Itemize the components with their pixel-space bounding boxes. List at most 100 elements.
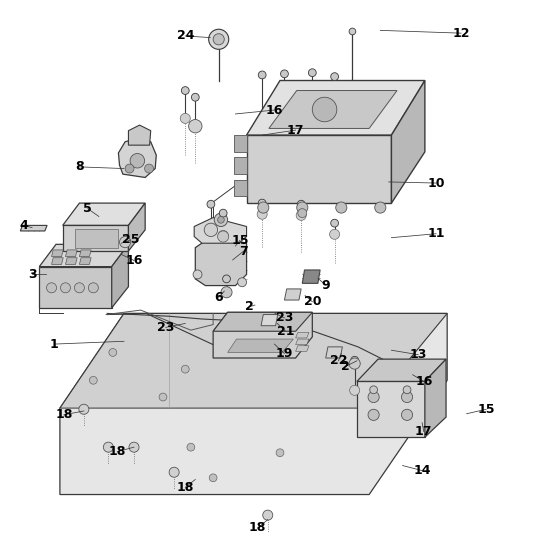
- Text: 4: 4: [19, 219, 28, 232]
- Circle shape: [119, 236, 130, 248]
- Circle shape: [221, 287, 232, 298]
- Circle shape: [237, 278, 246, 287]
- Polygon shape: [66, 250, 77, 256]
- Circle shape: [218, 231, 228, 242]
- Circle shape: [257, 119, 267, 129]
- Circle shape: [279, 119, 290, 129]
- Text: 16: 16: [266, 104, 283, 116]
- Text: 22: 22: [330, 354, 347, 367]
- Text: 8: 8: [75, 160, 83, 174]
- Circle shape: [336, 202, 347, 213]
- Polygon shape: [357, 381, 425, 437]
- Text: 18: 18: [109, 445, 126, 458]
- Circle shape: [263, 510, 273, 520]
- Polygon shape: [118, 137, 156, 178]
- Text: 9: 9: [321, 278, 330, 292]
- Polygon shape: [111, 244, 128, 308]
- Circle shape: [213, 34, 224, 45]
- Circle shape: [218, 230, 228, 240]
- Circle shape: [190, 120, 200, 130]
- Polygon shape: [128, 125, 151, 145]
- Circle shape: [349, 358, 360, 369]
- Circle shape: [298, 209, 307, 218]
- Text: 17: 17: [415, 425, 432, 438]
- Text: 15: 15: [231, 234, 249, 247]
- Circle shape: [209, 474, 217, 482]
- Circle shape: [204, 223, 218, 236]
- Circle shape: [181, 87, 189, 95]
- Text: 12: 12: [452, 27, 470, 40]
- Polygon shape: [326, 347, 342, 358]
- Text: 18: 18: [55, 408, 72, 421]
- Circle shape: [79, 404, 89, 414]
- Polygon shape: [63, 203, 145, 225]
- Polygon shape: [284, 289, 301, 300]
- Text: 17: 17: [287, 124, 304, 137]
- Circle shape: [349, 385, 360, 395]
- Circle shape: [309, 69, 316, 77]
- Text: 10: 10: [427, 176, 445, 189]
- Polygon shape: [195, 235, 246, 286]
- Polygon shape: [302, 270, 320, 283]
- Circle shape: [330, 119, 339, 129]
- Polygon shape: [80, 250, 91, 256]
- Text: 20: 20: [304, 295, 321, 308]
- Polygon shape: [296, 333, 309, 338]
- Polygon shape: [128, 203, 145, 251]
- Polygon shape: [213, 312, 312, 358]
- Polygon shape: [296, 346, 309, 351]
- Circle shape: [296, 211, 306, 221]
- Text: 24: 24: [176, 30, 194, 43]
- Polygon shape: [63, 225, 128, 251]
- Circle shape: [207, 200, 215, 208]
- Text: 25: 25: [122, 234, 139, 246]
- Polygon shape: [60, 314, 447, 408]
- Polygon shape: [234, 135, 246, 152]
- Text: 18: 18: [176, 481, 194, 494]
- Polygon shape: [20, 225, 47, 231]
- Circle shape: [223, 275, 230, 283]
- Polygon shape: [391, 81, 425, 203]
- Circle shape: [349, 28, 356, 35]
- Circle shape: [46, 283, 57, 293]
- Circle shape: [330, 229, 339, 239]
- Circle shape: [209, 29, 228, 49]
- Polygon shape: [227, 339, 293, 352]
- Polygon shape: [296, 339, 309, 344]
- Polygon shape: [234, 180, 246, 197]
- Polygon shape: [213, 312, 312, 332]
- Circle shape: [130, 153, 144, 168]
- Circle shape: [257, 209, 267, 220]
- Polygon shape: [261, 315, 278, 326]
- Circle shape: [159, 393, 167, 401]
- Polygon shape: [52, 258, 63, 264]
- Circle shape: [331, 220, 338, 227]
- Circle shape: [307, 119, 318, 129]
- Circle shape: [125, 164, 134, 173]
- Polygon shape: [425, 359, 446, 437]
- Polygon shape: [66, 258, 77, 264]
- Circle shape: [368, 409, 379, 421]
- Circle shape: [331, 73, 338, 81]
- Circle shape: [180, 113, 190, 123]
- Text: 2: 2: [245, 300, 254, 313]
- Polygon shape: [269, 91, 397, 128]
- Text: 16: 16: [125, 254, 143, 267]
- Polygon shape: [234, 157, 246, 174]
- Text: 13: 13: [409, 348, 427, 361]
- Circle shape: [74, 283, 85, 293]
- Circle shape: [402, 409, 413, 421]
- Circle shape: [193, 270, 202, 279]
- Text: 16: 16: [415, 375, 432, 388]
- Text: 15: 15: [478, 403, 495, 416]
- Circle shape: [258, 199, 266, 207]
- Circle shape: [169, 467, 179, 477]
- Circle shape: [214, 213, 227, 226]
- Polygon shape: [246, 81, 425, 135]
- Text: 5: 5: [83, 202, 92, 215]
- Circle shape: [222, 287, 231, 297]
- Circle shape: [220, 209, 227, 217]
- Text: 11: 11: [427, 227, 445, 240]
- Circle shape: [88, 283, 99, 293]
- Circle shape: [297, 200, 305, 208]
